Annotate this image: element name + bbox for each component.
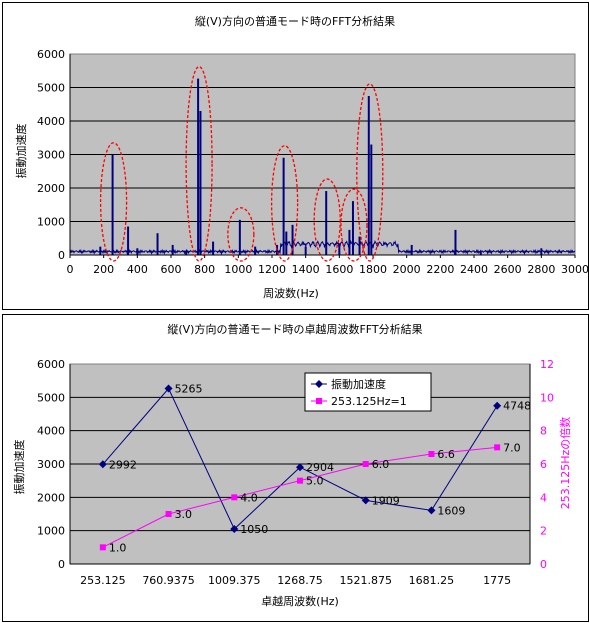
- fft-spectrum-chart: 縦(V)方向の普通モード時のFFT分析結果 周波数(Hz) 振動加速度 0 100…: [14, 14, 588, 300]
- chart-title: 縦(V)方向の普通モード時のFFT分析結果: [195, 14, 395, 28]
- legend-label-multiple: 253.125Hz=1: [331, 395, 407, 408]
- x-tick-label: 600: [161, 263, 182, 276]
- y2-tick-label: 12: [540, 358, 554, 371]
- y-tick-label: 6000: [37, 48, 65, 61]
- y-tick-label: 0: [58, 558, 65, 571]
- acceleration-data-label: 2904: [306, 461, 334, 474]
- x-tick-label: 1400: [292, 263, 320, 276]
- y-tick-label: 5000: [37, 391, 65, 404]
- x-tick-label: 2800: [527, 263, 555, 276]
- y-tick-label: 4000: [37, 115, 65, 128]
- y-tick-label: 3000: [37, 149, 65, 162]
- highlight-ellipse: [356, 83, 384, 262]
- y2-tick-label: 10: [540, 391, 554, 404]
- acceleration-data-label: 1050: [240, 523, 268, 536]
- y-axis-label: 振動加速度: [12, 440, 26, 495]
- highlight-ellipse: [270, 145, 299, 262]
- y2-tick-label: 8: [540, 425, 547, 438]
- acceleration-point: [296, 463, 304, 472]
- multiple-point: [494, 444, 501, 451]
- x-tick-label: 1681.25: [409, 574, 455, 587]
- multiple-data-label: 6.0: [372, 458, 390, 471]
- x-axis-label: 卓越周波数(Hz): [261, 594, 339, 608]
- x-tick-label: 1800: [359, 263, 387, 276]
- multiple-data-label: 3.0: [175, 508, 193, 521]
- y-tick-label: 4000: [37, 425, 65, 438]
- x-tick-label: 2000: [393, 263, 421, 276]
- acceleration-data-label: 4748: [503, 400, 531, 413]
- x-tick-label: 2200: [426, 263, 454, 276]
- multiple-data-label: 4.0: [240, 491, 257, 504]
- multiple-data-label: 7.0: [503, 441, 520, 454]
- y-tick-label: 6000: [37, 358, 65, 371]
- highlight-ellipse: [313, 178, 341, 262]
- acceleration-point: [427, 506, 436, 515]
- x-tick-label: 253.125: [80, 574, 126, 587]
- acceleration-point: [230, 525, 239, 533]
- x-tick-label: 1268.75: [277, 574, 323, 587]
- x-tick-label: 2400: [460, 263, 488, 276]
- x-tick-label: 1775: [483, 574, 511, 587]
- legend-marker-acceleration: [315, 380, 323, 388]
- dominant-frequency-chart-panel: 縦(V)方向の普通モード時の卓越周波数FFT分析結果 卓越周波数(Hz) 振動加…: [2, 314, 589, 622]
- x-tick-label: 0: [67, 263, 74, 276]
- x-tick-label: 1600: [325, 263, 353, 276]
- multiple-data-label: 6.6: [437, 448, 455, 461]
- multiple-point: [99, 544, 106, 551]
- x-tick-label: 760.9375: [142, 574, 195, 587]
- y-tick-label: 2000: [37, 182, 65, 195]
- y2-tick-label: 2: [540, 525, 547, 538]
- acceleration-point: [493, 401, 502, 410]
- acceleration-point: [98, 460, 107, 469]
- highlight-ellipse: [99, 142, 128, 262]
- fft-spectrum-chart-panel: 縦(V)方向の普通モード時のFFT分析結果 周波数(Hz) 振動加速度 0 100…: [2, 2, 589, 310]
- y-axis-label: 振動加速度: [14, 124, 28, 179]
- multiple-data-label: 1.0: [109, 541, 127, 554]
- x-axis-label: 周波数(Hz): [263, 287, 319, 300]
- x-tick-label: 1200: [258, 263, 286, 276]
- acceleration-point: [361, 496, 370, 505]
- y-tick-label: 1000: [37, 525, 65, 538]
- y-tick-label: 2000: [37, 491, 65, 504]
- y-tick-label: 1000: [37, 216, 65, 229]
- y2-tick-label: 6: [540, 458, 547, 471]
- x-tick-label: 1000: [224, 263, 252, 276]
- acceleration-data-label: 2992: [109, 458, 137, 471]
- legend-label-acceleration: 振動加速度: [331, 377, 386, 391]
- x-tick-label: 800: [194, 263, 215, 276]
- multiple-data-label: 5.0: [306, 475, 324, 488]
- multiple-point: [362, 461, 369, 467]
- spectrum-baseline: [69, 239, 576, 256]
- multiple-point: [165, 511, 172, 517]
- x-tick-label: 3000: [561, 263, 588, 276]
- x-tick-label: 400: [127, 263, 148, 276]
- legend-box: [304, 372, 432, 412]
- y-tick-label: 5000: [37, 82, 65, 95]
- legend-marker-multiple: [316, 398, 322, 404]
- acceleration-point: [164, 384, 173, 393]
- y2-axis-label: 253.125Hzの倍数: [558, 417, 572, 510]
- y-tick-label: 3000: [37, 458, 65, 471]
- acceleration-data-label: 5265: [175, 383, 203, 396]
- y2-tick-label: 4: [540, 491, 547, 504]
- x-tick-label: 2600: [494, 263, 522, 276]
- highlight-ellipse: [185, 65, 213, 262]
- y2-tick-label: 0: [540, 558, 547, 571]
- highlight-ellipse: [340, 188, 368, 262]
- multiple-point: [231, 494, 238, 501]
- x-tick-label: 1521.875: [339, 574, 392, 587]
- highlight-ellipse: [227, 207, 255, 262]
- chart-title: 縦(V)方向の普通モード時の卓越周波数FFT分析結果: [167, 322, 422, 336]
- x-tick-label: 1009.375: [208, 574, 261, 587]
- y-tick-label: 0: [58, 249, 65, 262]
- x-tick-label: 200: [93, 263, 114, 276]
- multiple-point: [428, 451, 435, 457]
- multiple-point: [297, 477, 303, 484]
- acceleration-data-label: 1609: [437, 504, 465, 517]
- acceleration-data-label: 1909: [372, 494, 400, 507]
- dominant-frequency-chart: 縦(V)方向の普通モード時の卓越周波数FFT分析結果 卓越周波数(Hz) 振動加…: [12, 322, 572, 608]
